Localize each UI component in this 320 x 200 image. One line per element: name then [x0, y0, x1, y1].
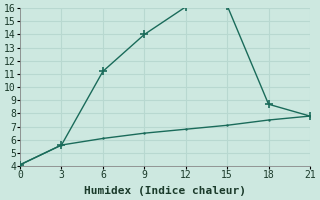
X-axis label: Humidex (Indice chaleur): Humidex (Indice chaleur) — [84, 186, 246, 196]
